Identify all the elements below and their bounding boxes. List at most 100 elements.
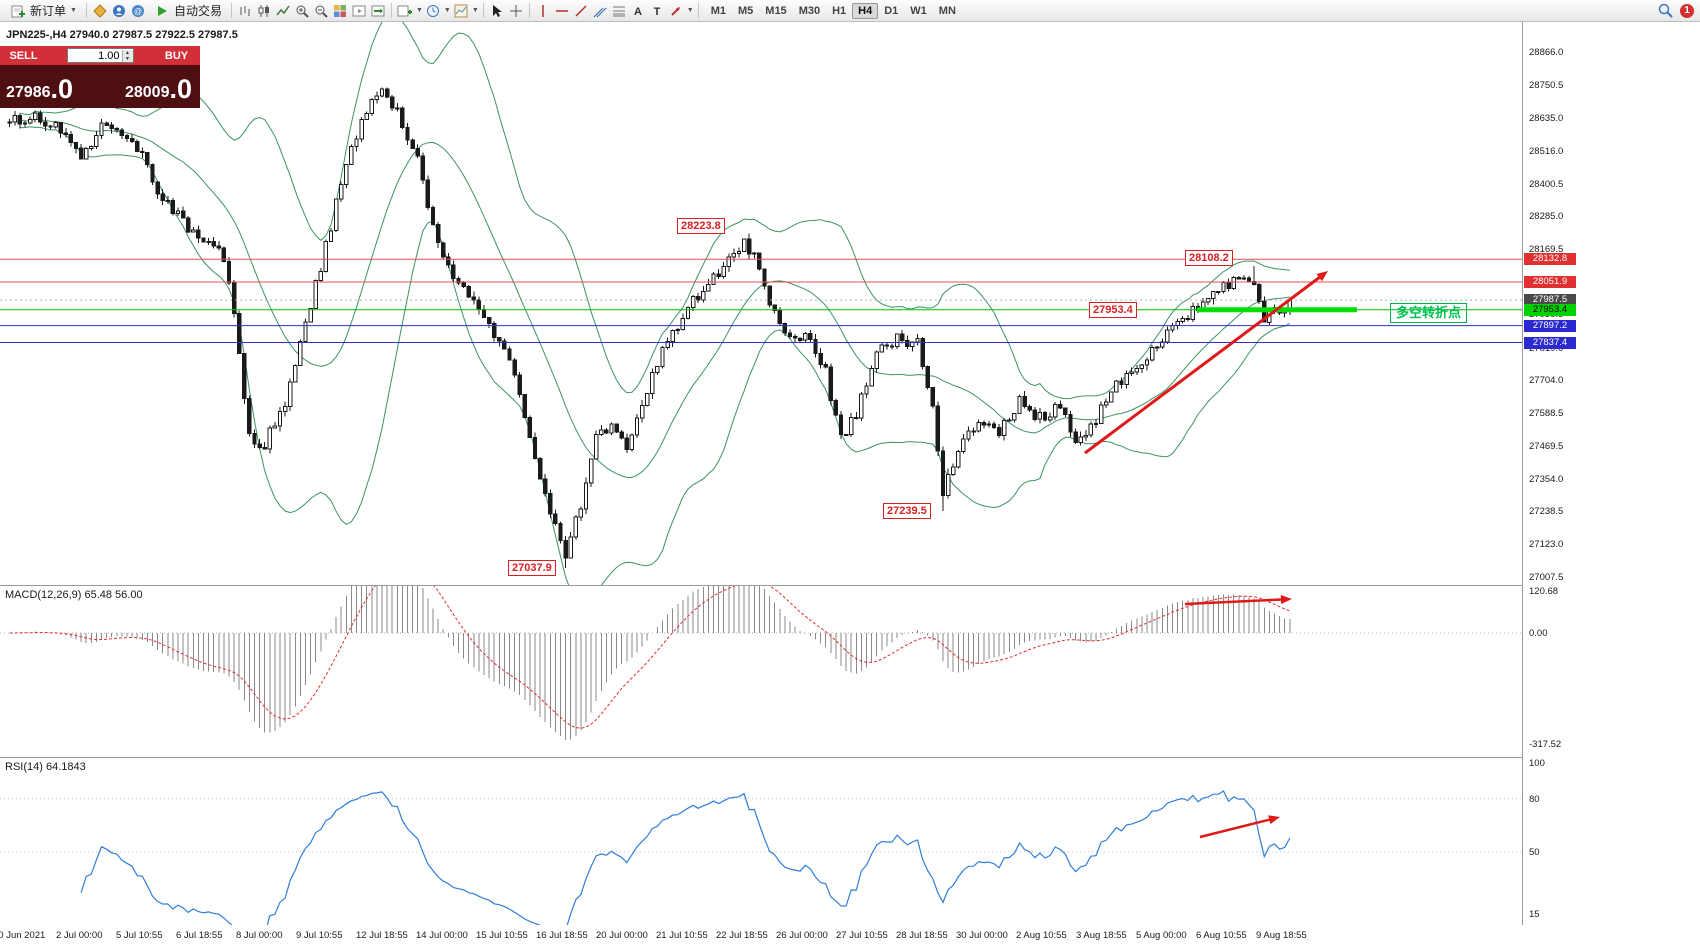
- periods-clock-icon[interactable]: [424, 2, 442, 19]
- timeframe-M5[interactable]: M5: [738, 4, 754, 17]
- new-order-button[interactable]: 新订单 ▼: [4, 1, 82, 20]
- timeframe-W1[interactable]: W1: [910, 4, 927, 17]
- volume-box: ▲▼: [66, 48, 134, 63]
- templates-icon[interactable]: [452, 2, 470, 19]
- macd-panel[interactable]: [0, 585, 1522, 757]
- search-icon[interactable]: [1656, 2, 1674, 19]
- timeframe-H4[interactable]: H4: [852, 2, 879, 19]
- turning-point-note[interactable]: 多空转折点: [1390, 303, 1468, 323]
- rsi-panel[interactable]: [0, 757, 1522, 925]
- new-order-icon: [9, 2, 27, 19]
- toolbar-separator: [528, 3, 530, 18]
- macd-header: MACD(12,26,9) 65.48 56.00: [5, 589, 143, 601]
- channel-tool-icon[interactable]: [591, 2, 609, 19]
- zoom-in-icon[interactable]: [293, 2, 311, 19]
- price-axis-label: 28400.5: [1529, 178, 1564, 190]
- spinner-up-icon[interactable]: ▲: [122, 49, 133, 56]
- price-annotation-28108.2[interactable]: 28108.2: [1185, 250, 1233, 267]
- panel-divider[interactable]: [0, 757, 1700, 758]
- dropdown-caret: ▼: [686, 7, 694, 14]
- horizontal-line-tool-icon[interactable]: [553, 2, 571, 19]
- price-axis-label: 27704.0: [1529, 375, 1564, 387]
- macd-axis-label: 120.68: [1529, 586, 1559, 597]
- price-axis-label: 28516.0: [1529, 146, 1564, 158]
- price-axis-label: 28866.0: [1529, 47, 1564, 59]
- chart-line-icon[interactable]: [274, 2, 292, 19]
- price-axis-label: 28285.0: [1529, 211, 1564, 223]
- chart-bars-icon[interactable]: [236, 2, 254, 19]
- crosshair-icon[interactable]: [507, 2, 525, 19]
- chart-candles-icon[interactable]: [255, 2, 273, 19]
- price-axis[interactable]: 28866.0 28750.5 28635.0 28516.0 28400.5 28285…: [1522, 22, 1700, 925]
- order-panel-header: SELL ▲▼ BUY: [0, 46, 200, 65]
- cursor-icon[interactable]: [488, 2, 506, 19]
- tile-windows-icon[interactable]: [331, 2, 349, 19]
- timeframe-M1[interactable]: M1: [710, 4, 726, 17]
- time-axis-label: 20 Jul 00:00: [596, 930, 648, 941]
- rsi-axis-label: 50: [1529, 846, 1540, 858]
- price-annotation-27953.4[interactable]: 27953.4: [1089, 301, 1137, 318]
- time-axis-label: 6 Jul 18:55: [176, 930, 223, 941]
- spinner-down-icon[interactable]: ▼: [122, 55, 133, 62]
- autotrading-button[interactable]: 自动交易: [148, 1, 227, 20]
- trendline-tool-icon[interactable]: [572, 2, 590, 19]
- time-axis-label: 9 Aug 18:55: [1256, 930, 1307, 941]
- panel-divider[interactable]: [0, 585, 1700, 586]
- autotrading-label: 自动交易: [173, 4, 222, 18]
- time-axis[interactable]: 30 Jun 2021 2 Jul 00:00 5 Jul 10:55 6 Jul 1…: [0, 925, 1700, 945]
- sell-price[interactable]: 27986.0: [0, 65, 98, 108]
- dropdown-caret: ▼: [443, 7, 451, 14]
- notification-badge[interactable]: 1: [1680, 3, 1694, 18]
- toolbar-separator: [697, 3, 699, 18]
- timeframe-D1[interactable]: D1: [884, 4, 899, 17]
- price-axis-label: 27238.5: [1529, 506, 1564, 518]
- price-axis-label: 28169.5: [1529, 243, 1564, 255]
- toolbar-right: 1: [1656, 2, 1696, 19]
- zoom-out-icon[interactable]: [312, 2, 330, 19]
- chart-shift-icon[interactable]: [350, 2, 368, 19]
- buy-button[interactable]: BUY: [153, 46, 200, 65]
- volume-spinner[interactable]: ▲ ▼: [121, 49, 133, 62]
- trend-arrow[interactable]: [1084, 272, 1325, 455]
- time-axis-label: 12 Jul 18:55: [356, 930, 408, 941]
- time-axis-label: 5 Aug 00:00: [1136, 930, 1187, 941]
- arrows-tool-icon[interactable]: [667, 2, 685, 19]
- price-annotation-27037.9[interactable]: 27037.9: [508, 559, 556, 576]
- volume-input[interactable]: [67, 49, 122, 62]
- bollinger-upper-band: [19, 22, 1290, 400]
- market-icon[interactable]: [91, 2, 109, 19]
- vertical-line-tool-icon[interactable]: [534, 2, 552, 19]
- buy-price[interactable]: 28009.0: [98, 65, 200, 108]
- label-tool-icon[interactable]: T: [648, 2, 666, 19]
- trend-arrow[interactable]: [1184, 597, 1288, 606]
- price-annotation-28223.8[interactable]: 28223.8: [677, 217, 725, 234]
- fibonacci-tool-icon[interactable]: [610, 2, 628, 19]
- price-axis-label: 28635.0: [1529, 112, 1564, 124]
- text-tool-icon[interactable]: A: [629, 2, 647, 19]
- price-annotation-27239.5[interactable]: 27239.5: [883, 503, 931, 520]
- price-badge-28051.9: 28051.9: [1524, 276, 1576, 288]
- price-axis-label: 27469.5: [1529, 441, 1564, 453]
- timeframe-M30[interactable]: M30: [798, 4, 821, 17]
- sell-button[interactable]: SELL: [0, 46, 47, 65]
- dropdown-caret: ▼: [70, 7, 77, 14]
- community-icon[interactable]: @: [129, 2, 147, 19]
- toolbar-separator: [85, 3, 87, 18]
- macd-axis-label: -317.52: [1529, 739, 1562, 750]
- timeframe-H1[interactable]: H1: [832, 4, 847, 17]
- profile-icon[interactable]: [110, 2, 128, 19]
- timeframe-MN[interactable]: MN: [938, 4, 956, 17]
- timeframe-M15[interactable]: M15: [765, 4, 787, 17]
- time-axis-label: 9 Jul 10:55: [296, 930, 343, 941]
- buy-price-main: 28009: [124, 84, 170, 101]
- main-chart[interactable]: [0, 22, 1522, 585]
- trend-arrow[interactable]: [1199, 816, 1276, 839]
- candle-wicks: [9, 87, 1291, 568]
- new-chart-icon[interactable]: [396, 2, 414, 19]
- macd-signal-line: [9, 585, 1290, 729]
- svg-text:@: @: [134, 7, 142, 16]
- auto-scroll-icon[interactable]: [369, 2, 387, 19]
- bollinger-middle-band: [19, 118, 1290, 479]
- rsi-axis-label: 80: [1529, 793, 1540, 805]
